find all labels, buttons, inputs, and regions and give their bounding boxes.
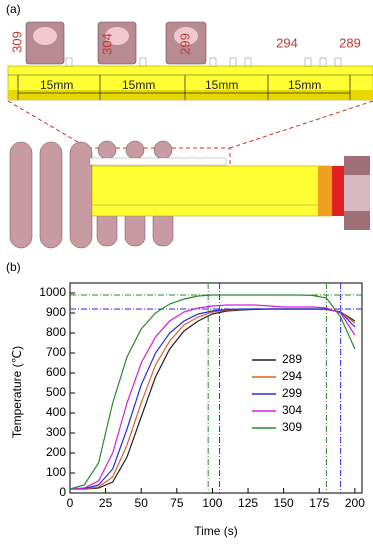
y-tick-label: 700 [46,345,66,359]
x-tick-label: 75 [170,496,184,510]
x-tick-label: 125 [238,496,258,510]
legend-label: 309 [282,420,302,434]
y-tick-label: 600 [46,365,66,379]
position-label: 299 [177,33,192,55]
x-tick-label: 50 [135,496,149,510]
position-label: 309 [9,31,24,53]
y-tick-label: 300 [46,425,66,439]
series-line [69,304,356,490]
y-tick-label: 0 [59,485,66,499]
legend-label: 294 [282,369,302,383]
legend-label: 304 [282,403,302,417]
y-tick-label: 900 [46,305,66,319]
y-tick-label: 100 [46,465,66,479]
position-label: 294 [276,35,298,50]
x-axis-label: Time (s) [194,524,238,538]
y-tick-label: 500 [46,385,66,399]
series-line [69,308,356,490]
position-label: 289 [339,35,361,50]
series-line [70,308,356,490]
y-tick-label: 800 [46,325,66,339]
x-tick-label: 0 [67,496,74,510]
panel-label: (a) [6,2,21,16]
y-axis-label: Temperature (℃) [10,346,24,438]
panel-label: (b) [6,260,21,274]
y-tick-label: 1000 [39,285,66,299]
series-line [69,294,356,490]
dimension-label: 15mm [40,78,73,92]
legend-label: 289 [282,352,302,366]
dimension-label: 15mm [288,78,321,92]
dimension-label: 15mm [205,78,238,92]
x-tick-label: 100 [202,496,222,510]
position-label: 304 [99,33,114,55]
x-tick-label: 200 [345,496,365,510]
legend-label: 299 [282,386,302,400]
series-line [69,308,356,490]
diagram: (a) 15mm 15mm 15mm 15mm 309 304 299 294 … [6,2,373,249]
x-tick-label: 25 [99,496,113,510]
y-tick-label: 400 [46,405,66,419]
x-tick-label: 175 [309,496,329,510]
x-tick-label: 150 [274,496,294,510]
y-tick-label: 200 [46,445,66,459]
plot-frame [69,282,363,494]
dimension-label: 15mm [122,78,155,92]
